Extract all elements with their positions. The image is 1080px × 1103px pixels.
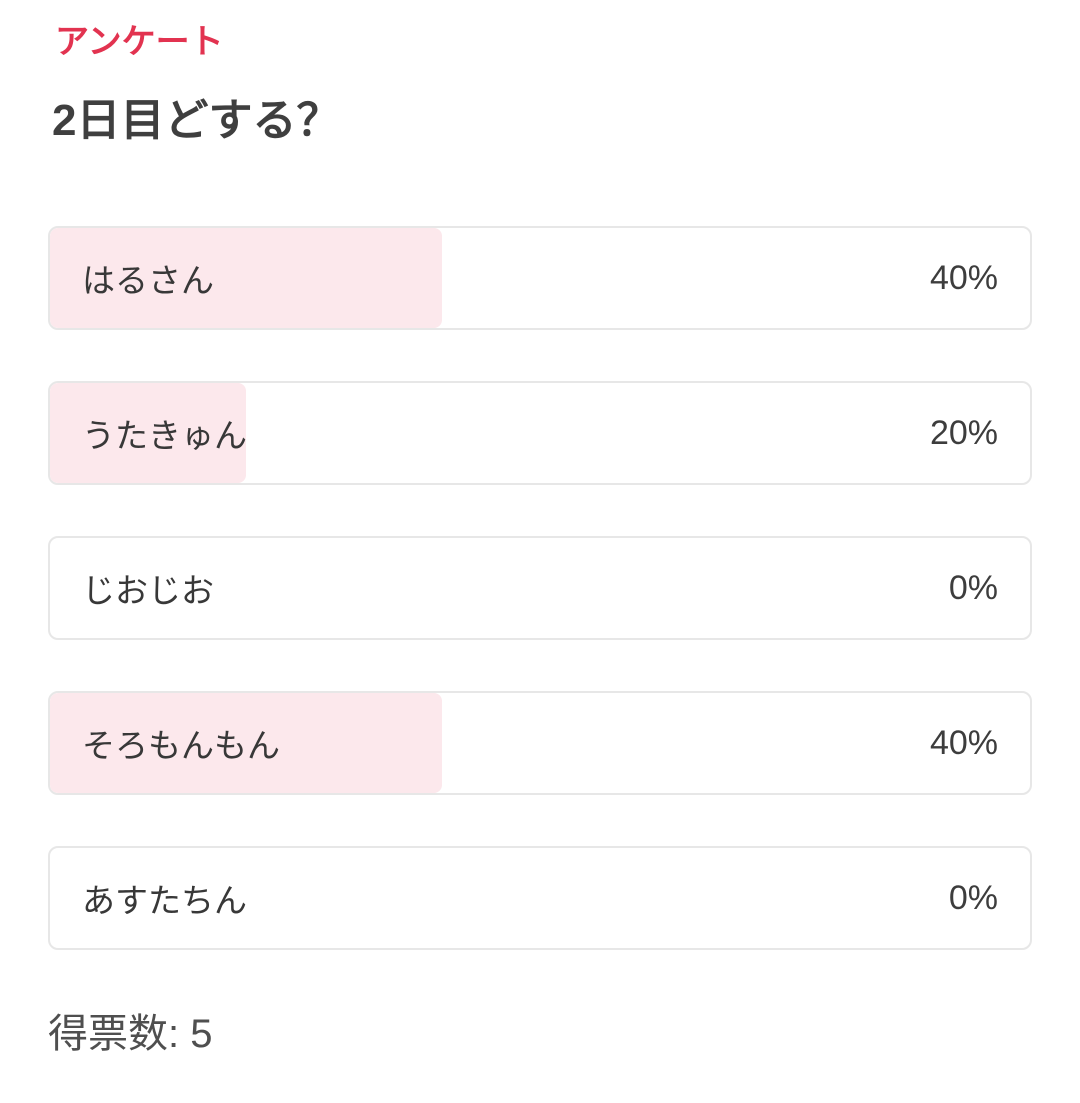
poll-kicker-label: アンケート <box>55 23 224 61</box>
poll-option-fill-bar <box>50 228 442 329</box>
poll-options-list: はるさん 40% うたきゅん 20% じおじお 0% そろもんもん 40% あす… <box>48 226 1032 951</box>
poll-total-votes: 得票数: 5 <box>48 1012 213 1057</box>
poll-option-percent: 0% <box>948 568 998 607</box>
poll-option-fill-bar <box>50 693 442 794</box>
poll-option[interactable]: あすたちん 0% <box>48 846 1032 951</box>
poll-option[interactable]: うたきゅん 20% <box>48 381 1032 486</box>
poll-option[interactable]: そろもんもん 40% <box>48 691 1032 796</box>
poll-option-percent: 40% <box>929 723 998 762</box>
poll-option-percent: 20% <box>929 413 998 452</box>
poll-option-label: うたきゅん <box>82 417 247 455</box>
poll-option-fill-bar <box>50 383 246 484</box>
poll-option-percent: 0% <box>948 878 998 917</box>
poll-option-label: はるさん <box>82 262 214 300</box>
poll-question-title: 2日目どする？ <box>52 95 341 145</box>
poll-option-label: そろもんもん <box>82 727 280 765</box>
poll-option-label: じおじお <box>82 572 214 610</box>
poll-option[interactable]: はるさん 40% <box>48 226 1032 331</box>
poll-option-label: あすたちん <box>82 882 247 920</box>
poll-option-percent: 40% <box>929 258 998 297</box>
poll-option[interactable]: じおじお 0% <box>48 536 1032 641</box>
